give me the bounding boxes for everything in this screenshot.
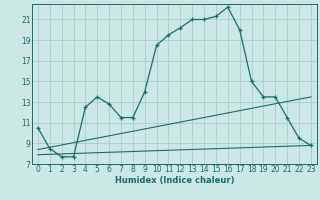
- X-axis label: Humidex (Indice chaleur): Humidex (Indice chaleur): [115, 176, 234, 185]
